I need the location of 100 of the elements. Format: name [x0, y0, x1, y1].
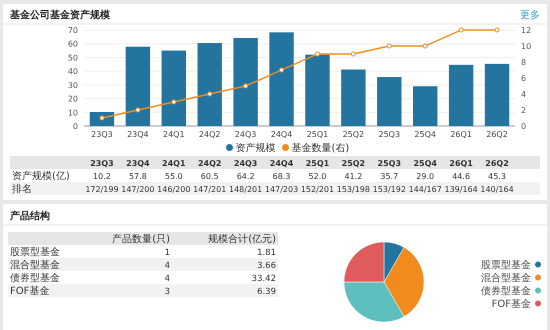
y2-tick-label: 12	[521, 26, 532, 35]
text: 147/203	[264, 185, 298, 194]
point	[458, 28, 464, 32]
point	[350, 52, 356, 56]
text: 3.66	[257, 261, 276, 271]
data-label: 57.8	[128, 172, 147, 181]
text: 153/198	[336, 185, 370, 194]
text: 4	[164, 274, 170, 284]
text: FOF基金	[10, 285, 50, 297]
x-tick-label: 23Q4	[127, 130, 149, 139]
category-label: 24Q2	[198, 159, 222, 168]
category-label: 23Q4	[126, 159, 150, 168]
y-tick-label: 10	[68, 108, 78, 118]
x-tick-label: 25Q3	[378, 130, 400, 139]
legend-label: 资产规模	[236, 142, 276, 154]
y2-tick-label: 0	[521, 122, 526, 131]
text: 6.39	[257, 287, 276, 297]
category-label: 24Q4	[270, 159, 294, 168]
bar	[484, 64, 510, 126]
data-label: 41.2	[344, 172, 362, 181]
text: 4	[164, 261, 170, 271]
text: 股票型基金	[10, 246, 60, 258]
legend-label: 股票型基金	[481, 259, 531, 271]
y2-tick-label: 2	[521, 106, 526, 115]
legend-label: 债券型基金	[481, 285, 531, 297]
data-label: 10.2	[93, 172, 111, 181]
y-tick-label: 30	[68, 80, 78, 90]
data-label: 29.0	[416, 172, 434, 181]
chart-title: 基金公司基金资产规模	[9, 9, 111, 21]
bar	[412, 86, 438, 126]
point	[99, 116, 104, 120]
text: 140/164	[480, 185, 514, 194]
point	[314, 52, 320, 56]
text: 规模合计(亿元)	[208, 233, 276, 245]
x-tick-label: 26Q1	[450, 130, 472, 139]
text: 资产规模(亿)	[12, 170, 70, 182]
text: 139/164	[444, 185, 478, 194]
y-tick-label: 0	[72, 122, 78, 131]
text: 148/201	[229, 185, 262, 194]
category-label: 24Q3	[234, 159, 258, 168]
data-label: 68.3	[272, 172, 290, 181]
data-label: 55.0	[164, 172, 183, 181]
y2-tick-label: 8	[521, 58, 526, 67]
text: 172/199	[85, 185, 119, 194]
text: 1	[164, 248, 170, 258]
text: 3	[164, 287, 170, 297]
data-label: 64.2	[236, 172, 255, 181]
text: 152/201	[300, 185, 334, 194]
data-label: 44.6	[452, 172, 470, 181]
text: 排名	[12, 183, 32, 195]
y-tick-label: 70	[68, 26, 78, 35]
bar	[305, 54, 330, 126]
text: 债券型基金	[10, 272, 60, 284]
bar	[126, 46, 150, 126]
y2-tick-label: 10	[521, 42, 532, 51]
x-tick-label: 26Q2	[486, 130, 508, 139]
point	[386, 44, 392, 48]
category-label: 24Q1	[162, 159, 186, 168]
x-tick-label: 24Q3	[234, 130, 256, 139]
data-label: 45.3	[488, 172, 506, 181]
x-tick-label: 25Q1	[306, 130, 328, 139]
text: 混合型基金	[10, 259, 60, 271]
category-label: 23Q3	[90, 159, 114, 168]
point	[243, 84, 248, 88]
bar	[377, 77, 402, 126]
point	[171, 100, 176, 104]
legend-label: 混合型基金	[481, 272, 531, 284]
bar	[162, 50, 186, 126]
bar	[197, 43, 222, 126]
data-label: 52.0	[308, 172, 326, 181]
x-tick-label: 24Q2	[198, 130, 220, 139]
text: 146/200	[157, 185, 190, 194]
category-label: 25Q3	[378, 159, 402, 168]
category-label: 26Q1	[449, 159, 473, 168]
x-tick-label: 24Q1	[163, 130, 185, 139]
text: 144/167	[408, 185, 442, 194]
category-label: 25Q2	[342, 159, 366, 168]
bar	[233, 38, 258, 126]
y2-tick-label: 4	[521, 90, 526, 99]
point	[494, 28, 500, 32]
y-tick-label: 40	[68, 67, 78, 76]
category-label: 26Q2	[485, 159, 509, 168]
text: 147/201	[193, 185, 226, 194]
point	[422, 44, 428, 48]
x-tick-label: 23Q3	[91, 130, 113, 139]
bar	[448, 64, 474, 126]
category-label: 25Q4	[413, 159, 437, 168]
point	[135, 108, 140, 112]
text: 更多	[520, 9, 540, 21]
legend-label: 基金数量(右)	[292, 142, 350, 154]
bar	[341, 69, 366, 126]
data-label: 35.7	[380, 172, 398, 181]
x-tick-label: 25Q4	[414, 130, 436, 139]
category-label: 25Q1	[306, 159, 330, 168]
data-label: 60.5	[200, 172, 219, 181]
x-tick-label: 24Q4	[270, 130, 292, 139]
text: 147/200	[121, 185, 154, 194]
text: 产品数量(只)	[112, 233, 170, 245]
text: 33.42	[252, 274, 276, 284]
y-tick-label: 20	[68, 94, 78, 104]
